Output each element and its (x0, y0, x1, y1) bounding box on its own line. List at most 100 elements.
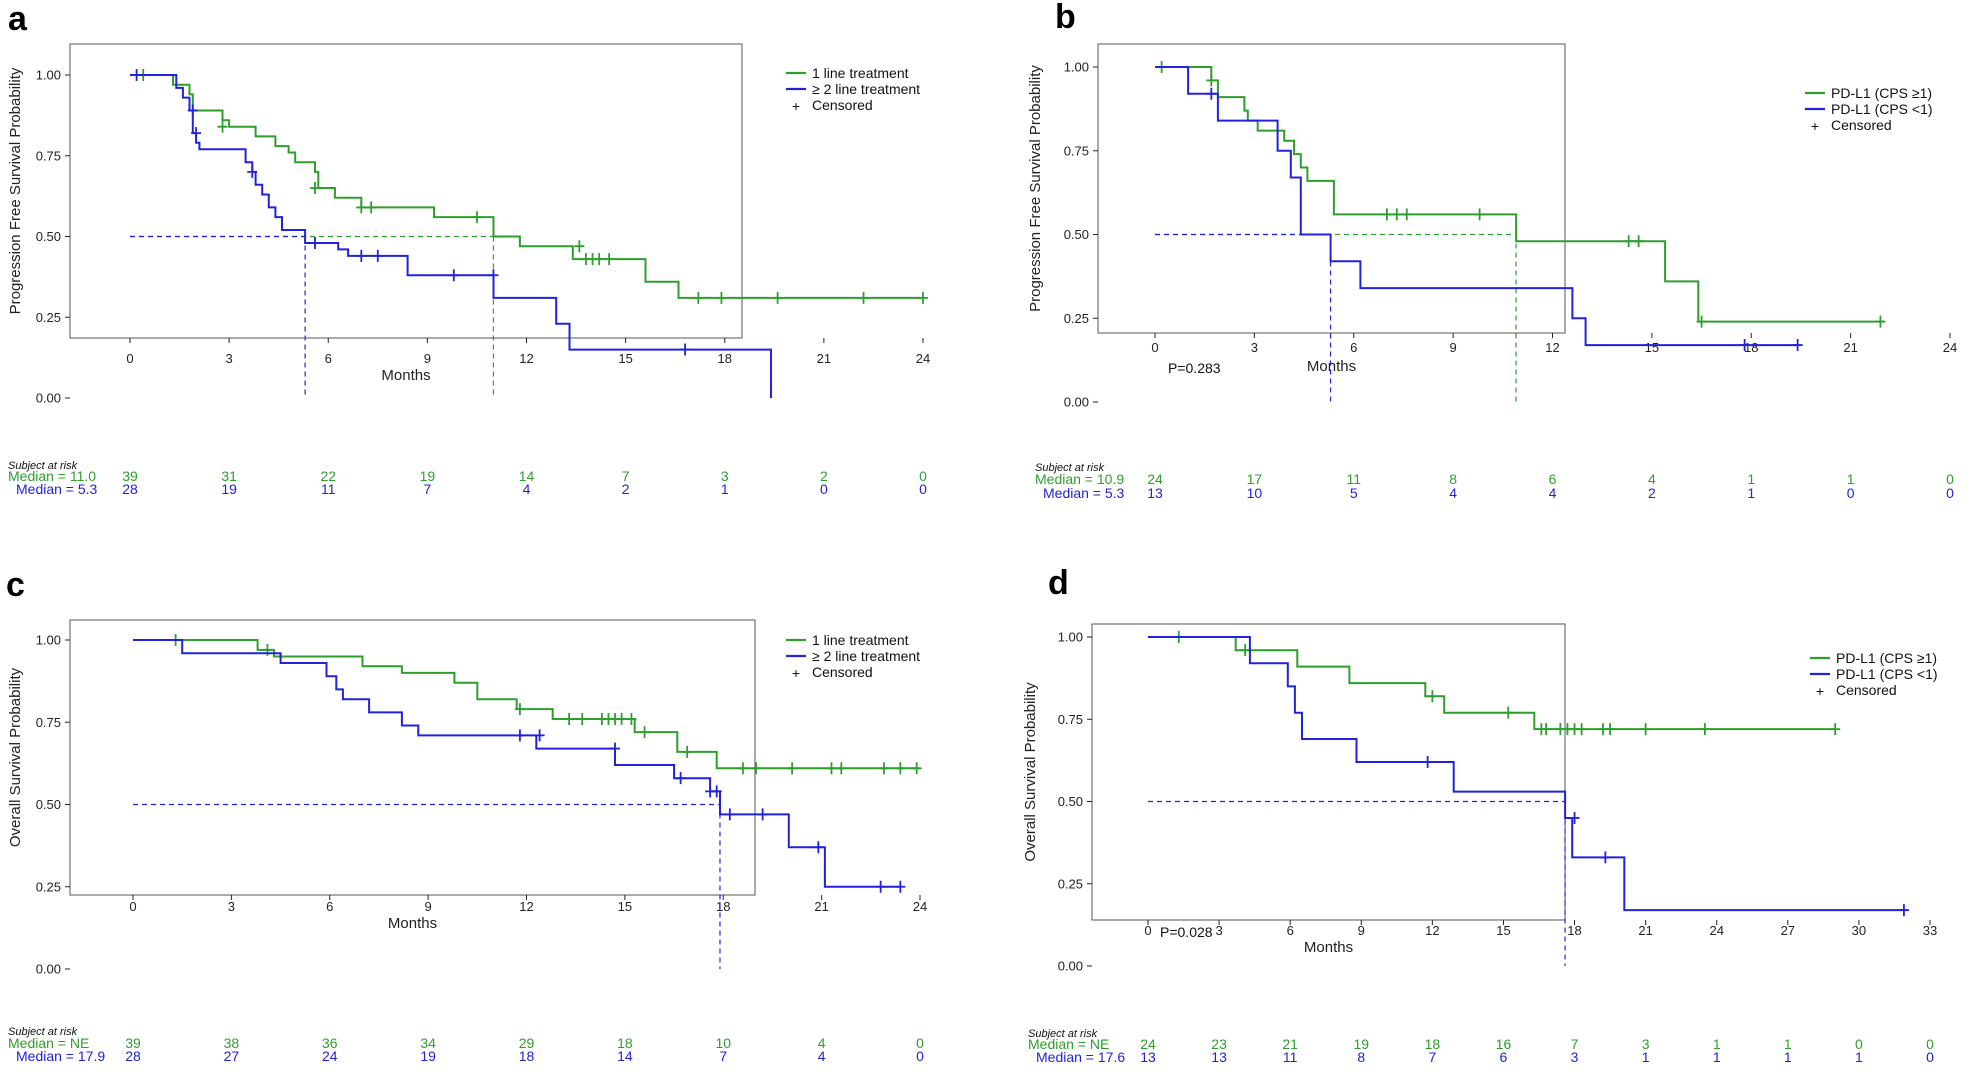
y-tick-label: 0.75 (1064, 143, 1089, 158)
risk-count: 14 (519, 468, 535, 484)
legend-entry-censored: Censored (812, 664, 873, 680)
p-value: P=0.283 (1168, 360, 1221, 376)
risk-table-title: Subject at risk (8, 460, 78, 472)
survival-curve-blue (1148, 636, 1904, 912)
legend-entry: 1 line treatment (812, 65, 909, 81)
risk-count: 13 (1147, 485, 1163, 501)
legend: 1 line treatment≥ 2 line treatment + Censo… (786, 65, 920, 114)
risk-count: 1 (1847, 471, 1855, 487)
y-axis-title: Overall Survival Probability (7, 667, 24, 847)
panel-b: b0.000.250.500.751.000 3 6 9 12 15 18 21 24Month… (1027, 0, 1957, 501)
legend-censor-symbol: + (792, 98, 800, 114)
censor-mark (610, 742, 621, 755)
censor-mark (1503, 706, 1514, 719)
x-tick-label: 9 (1450, 340, 1457, 355)
censor-mark (1699, 723, 1710, 736)
risk-count: 5 (1350, 485, 1358, 501)
panel-letter: a (8, 0, 28, 38)
legend: PD-L1 (CPS ≥1)PD-L1 (CPS <1) + Censored (1810, 650, 1938, 699)
survival-curve-green (1155, 66, 1884, 323)
risk-count: 7 (719, 1048, 727, 1064)
x-tick-label: 15 (618, 899, 632, 914)
censor-mark (693, 291, 704, 304)
y-tick-label: 1.00 (1058, 630, 1083, 645)
legend-entry-censored: Censored (1836, 682, 1897, 698)
censor-mark (247, 165, 258, 178)
censor-mark (751, 762, 762, 775)
risk-table-title: Subject at risk (1028, 1028, 1098, 1040)
risk-count: 28 (122, 481, 138, 497)
risk-row-label: Median = 5.3 (1043, 485, 1125, 501)
risk-count: 29 (519, 1035, 535, 1051)
y-tick-label: 0.00 (1064, 395, 1089, 410)
y-tick-label: 0.00 (36, 962, 61, 977)
censor-mark (1696, 315, 1707, 328)
x-tick-label: 24 (1709, 923, 1723, 938)
risk-count: 1 (1784, 1036, 1792, 1052)
risk-count: 0 (916, 1048, 924, 1064)
censor-mark (772, 291, 783, 304)
risk-row-label: Median = 11.0 (8, 468, 96, 484)
risk-count: 3 (721, 468, 729, 484)
censor-mark (1569, 811, 1580, 824)
risk-count: 21 (1282, 1036, 1298, 1052)
risk-count: 7 (1428, 1049, 1436, 1065)
censor-mark (1898, 904, 1909, 917)
censor-mark (716, 291, 727, 304)
legend-entry: PD-L1 (CPS <1) (1831, 101, 1933, 117)
risk-count: 11 (1346, 471, 1361, 487)
censor-mark (1875, 315, 1886, 328)
y-tick-label: 0.75 (1058, 712, 1083, 727)
risk-count: 1 (721, 481, 729, 497)
plot-frame (69, 619, 756, 896)
censor-mark (471, 211, 482, 224)
censor-mark (1792, 339, 1803, 352)
censor-mark (639, 726, 650, 739)
x-tick-label: 6 (1287, 923, 1294, 938)
y-axis-title: Progression Free Survival Probability (7, 67, 24, 314)
survival-curve-green (133, 639, 920, 770)
x-tick-label: 15 (1645, 340, 1659, 355)
censor-mark (514, 729, 525, 742)
risk-count: 19 (420, 468, 436, 484)
censor-mark (875, 880, 886, 893)
legend-entry: PD-L1 (CPS ≥1) (1831, 85, 1932, 101)
risk-count: 18 (617, 1035, 633, 1051)
x-tick-label: 15 (1496, 923, 1510, 938)
plot-frame (1097, 43, 1566, 334)
plot-frame (69, 43, 743, 339)
y-tick-label: 0.25 (1058, 876, 1083, 891)
risk-count: 3 (1571, 1049, 1579, 1065)
risk-row-label: Median = NE (1028, 1036, 1109, 1052)
censor-mark (310, 182, 321, 195)
legend-entry-censored: Censored (1831, 117, 1892, 133)
x-axis-title: Months (388, 915, 437, 932)
censor-mark (356, 249, 367, 262)
censor-mark (1240, 644, 1251, 657)
risk-count: 39 (122, 468, 138, 484)
risk-count: 18 (1425, 1036, 1441, 1052)
risk-row-label: Median = NE (8, 1035, 89, 1051)
legend-entry: 1 line treatment (812, 632, 909, 648)
risk-row-label: Median = 5.3 (16, 481, 98, 497)
risk-count: 4 (1648, 471, 1656, 487)
censor-mark (878, 762, 889, 775)
x-tick-label: 9 (1358, 923, 1365, 938)
censor-mark (1633, 235, 1644, 248)
risk-count: 1 (1713, 1049, 1721, 1065)
risk-count: 19 (1353, 1036, 1369, 1052)
risk-count: 19 (221, 481, 237, 497)
risk-count: 3 (1642, 1036, 1650, 1052)
x-tick-label: 3 (228, 899, 235, 914)
censor-mark (604, 253, 615, 266)
censor-mark (813, 841, 824, 854)
panel-d: d0.000.250.500.751.000 3 6 9 12 15 18 21 24 27 30 3… (1022, 564, 1938, 1065)
risk-count: 1 (1642, 1049, 1650, 1065)
censor-mark (1474, 208, 1485, 221)
x-tick-label: 18 (1744, 340, 1758, 355)
risk-count: 4 (818, 1035, 826, 1051)
x-axis-title: Months (381, 367, 430, 384)
risk-row-label: Median = 17.9 (16, 1048, 105, 1064)
